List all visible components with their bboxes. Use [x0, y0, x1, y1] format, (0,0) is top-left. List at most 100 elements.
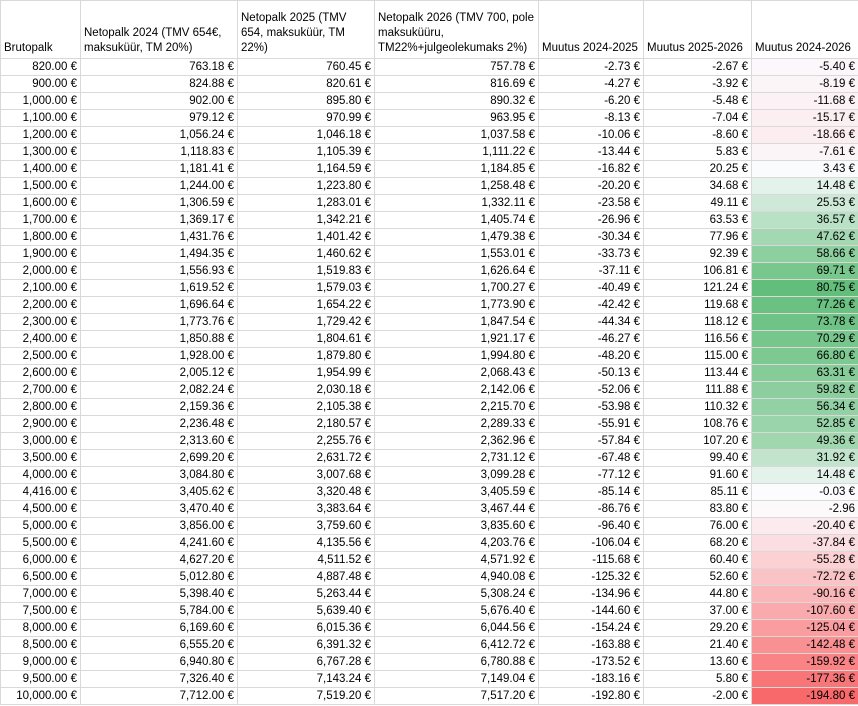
cell[interactable]: 5,000.00 €	[0, 517, 81, 535]
cell[interactable]: 1,729.42 €	[237, 313, 375, 331]
cell[interactable]: -142.48 €	[751, 636, 858, 654]
cell[interactable]: 1,879.80 €	[237, 347, 375, 365]
cell[interactable]: 2,289.33 €	[374, 415, 539, 433]
column-header[interactable]: Muutus 2024-2026	[751, 0, 858, 59]
cell[interactable]: 9,000.00 €	[0, 653, 81, 671]
cell[interactable]: -44.34 €	[538, 313, 644, 331]
cell[interactable]: 3,084.80 €	[80, 466, 238, 484]
cell[interactable]: -16.82 €	[538, 160, 644, 178]
cell[interactable]: 1,773.90 €	[374, 296, 539, 314]
cell[interactable]: -192.80 €	[538, 687, 644, 705]
cell[interactable]: 1,000.00 €	[0, 92, 81, 110]
cell[interactable]: 34.68 €	[643, 177, 752, 195]
cell[interactable]: 80.75 €	[751, 279, 858, 297]
cell[interactable]: 3,405.59 €	[374, 483, 539, 501]
cell[interactable]: -85.14 €	[538, 483, 644, 501]
cell[interactable]: 6,500.00 €	[0, 568, 81, 586]
cell[interactable]: 1,928.00 €	[80, 347, 238, 365]
cell[interactable]: -115.68 €	[538, 551, 644, 569]
cell[interactable]: 7,519.20 €	[237, 687, 375, 705]
cell[interactable]: 1,223.80 €	[237, 177, 375, 195]
cell[interactable]: 1,600.00 €	[0, 194, 81, 212]
cell[interactable]: 902.00 €	[80, 92, 238, 110]
cell[interactable]: 1,164.59 €	[237, 160, 375, 178]
column-header[interactable]: Muutus 2025-2026	[643, 0, 752, 59]
cell[interactable]: 1,700.00 €	[0, 211, 81, 229]
cell[interactable]: 4,241.60 €	[80, 534, 238, 552]
cell[interactable]: 2,005.12 €	[80, 364, 238, 382]
cell[interactable]: 2,600.00 €	[0, 364, 81, 382]
cell[interactable]: 1,994.80 €	[374, 347, 539, 365]
cell[interactable]: -7.61 €	[751, 143, 858, 161]
cell[interactable]: 1,181.41 €	[80, 160, 238, 178]
cell[interactable]: 77.26 €	[751, 296, 858, 314]
cell[interactable]: -18.66 €	[751, 126, 858, 144]
cell[interactable]: -144.60 €	[538, 602, 644, 620]
cell[interactable]: 118.12 €	[643, 313, 752, 331]
cell[interactable]: 85.11 €	[643, 483, 752, 501]
cell[interactable]: 7,500.00 €	[0, 602, 81, 620]
cell[interactable]: 1,847.54 €	[374, 313, 539, 331]
cell[interactable]: 6,391.32 €	[237, 636, 375, 654]
cell[interactable]: -46.27 €	[538, 330, 644, 348]
cell[interactable]: 52.60 €	[643, 568, 752, 586]
cell[interactable]: -20.20 €	[538, 177, 644, 195]
cell[interactable]: 2,030.18 €	[237, 381, 375, 399]
cell[interactable]: 5,639.40 €	[237, 602, 375, 620]
cell[interactable]: 2,699.20 €	[80, 449, 238, 467]
cell[interactable]: 108.76 €	[643, 415, 752, 433]
cell[interactable]: -10.06 €	[538, 126, 644, 144]
cell[interactable]: 5,398.40 €	[80, 585, 238, 603]
cell[interactable]: 7,712.00 €	[80, 687, 238, 705]
cell[interactable]: 5,308.24 €	[374, 585, 539, 603]
cell[interactable]: 1,037.58 €	[374, 126, 539, 144]
cell[interactable]: -5.48 €	[643, 92, 752, 110]
cell[interactable]: 2,900.00 €	[0, 415, 81, 433]
cell[interactable]: 1,046.18 €	[237, 126, 375, 144]
cell[interactable]: 13.60 €	[643, 653, 752, 671]
cell[interactable]: -125.04 €	[751, 619, 858, 637]
cell[interactable]: 820.00 €	[0, 58, 81, 76]
cell[interactable]: -107.60 €	[751, 602, 858, 620]
cell[interactable]: 5,012.80 €	[80, 568, 238, 586]
cell[interactable]: 2,100.00 €	[0, 279, 81, 297]
cell[interactable]: 1,700.27 €	[374, 279, 539, 297]
cell[interactable]: 816.69 €	[374, 75, 539, 93]
cell[interactable]: -194.80 €	[751, 687, 858, 705]
cell[interactable]: 99.40 €	[643, 449, 752, 467]
cell[interactable]: -134.96 €	[538, 585, 644, 603]
cell[interactable]: 5.83 €	[643, 143, 752, 161]
cell[interactable]: 5,784.00 €	[80, 602, 238, 620]
cell[interactable]: 820.61 €	[237, 75, 375, 93]
cell[interactable]: 4,000.00 €	[0, 466, 81, 484]
cell[interactable]: 1,111.22 €	[374, 143, 539, 161]
cell[interactable]: 106.81 €	[643, 262, 752, 280]
cell[interactable]: -163.88 €	[538, 636, 644, 654]
cell[interactable]: 1,401.42 €	[237, 228, 375, 246]
cell[interactable]: 47.62 €	[751, 228, 858, 246]
cell[interactable]: 8,000.00 €	[0, 619, 81, 637]
cell[interactable]: 824.88 €	[80, 75, 238, 93]
cell[interactable]: 1,431.76 €	[80, 228, 238, 246]
cell[interactable]: 1,056.24 €	[80, 126, 238, 144]
cell[interactable]: 110.32 €	[643, 398, 752, 416]
cell[interactable]: 5,676.40 €	[374, 602, 539, 620]
cell[interactable]: 1,460.62 €	[237, 245, 375, 263]
cell[interactable]: 1,553.01 €	[374, 245, 539, 263]
cell[interactable]: 92.39 €	[643, 245, 752, 263]
cell[interactable]: 1,900.00 €	[0, 245, 81, 263]
cell[interactable]: 1,654.22 €	[237, 296, 375, 314]
cell[interactable]: 4,135.56 €	[237, 534, 375, 552]
cell[interactable]: 58.66 €	[751, 245, 858, 263]
cell[interactable]: 1,850.88 €	[80, 330, 238, 348]
cell[interactable]: -55.91 €	[538, 415, 644, 433]
cell[interactable]: 6,767.28 €	[237, 653, 375, 671]
cell[interactable]: -30.34 €	[538, 228, 644, 246]
cell[interactable]: 29.20 €	[643, 619, 752, 637]
cell[interactable]: -177.36 €	[751, 670, 858, 688]
cell[interactable]: -52.06 €	[538, 381, 644, 399]
cell[interactable]: -96.40 €	[538, 517, 644, 535]
column-header[interactable]: Brutopalk	[0, 0, 81, 59]
cell[interactable]: -55.28 €	[751, 551, 858, 569]
cell[interactable]: -3.92 €	[643, 75, 752, 93]
